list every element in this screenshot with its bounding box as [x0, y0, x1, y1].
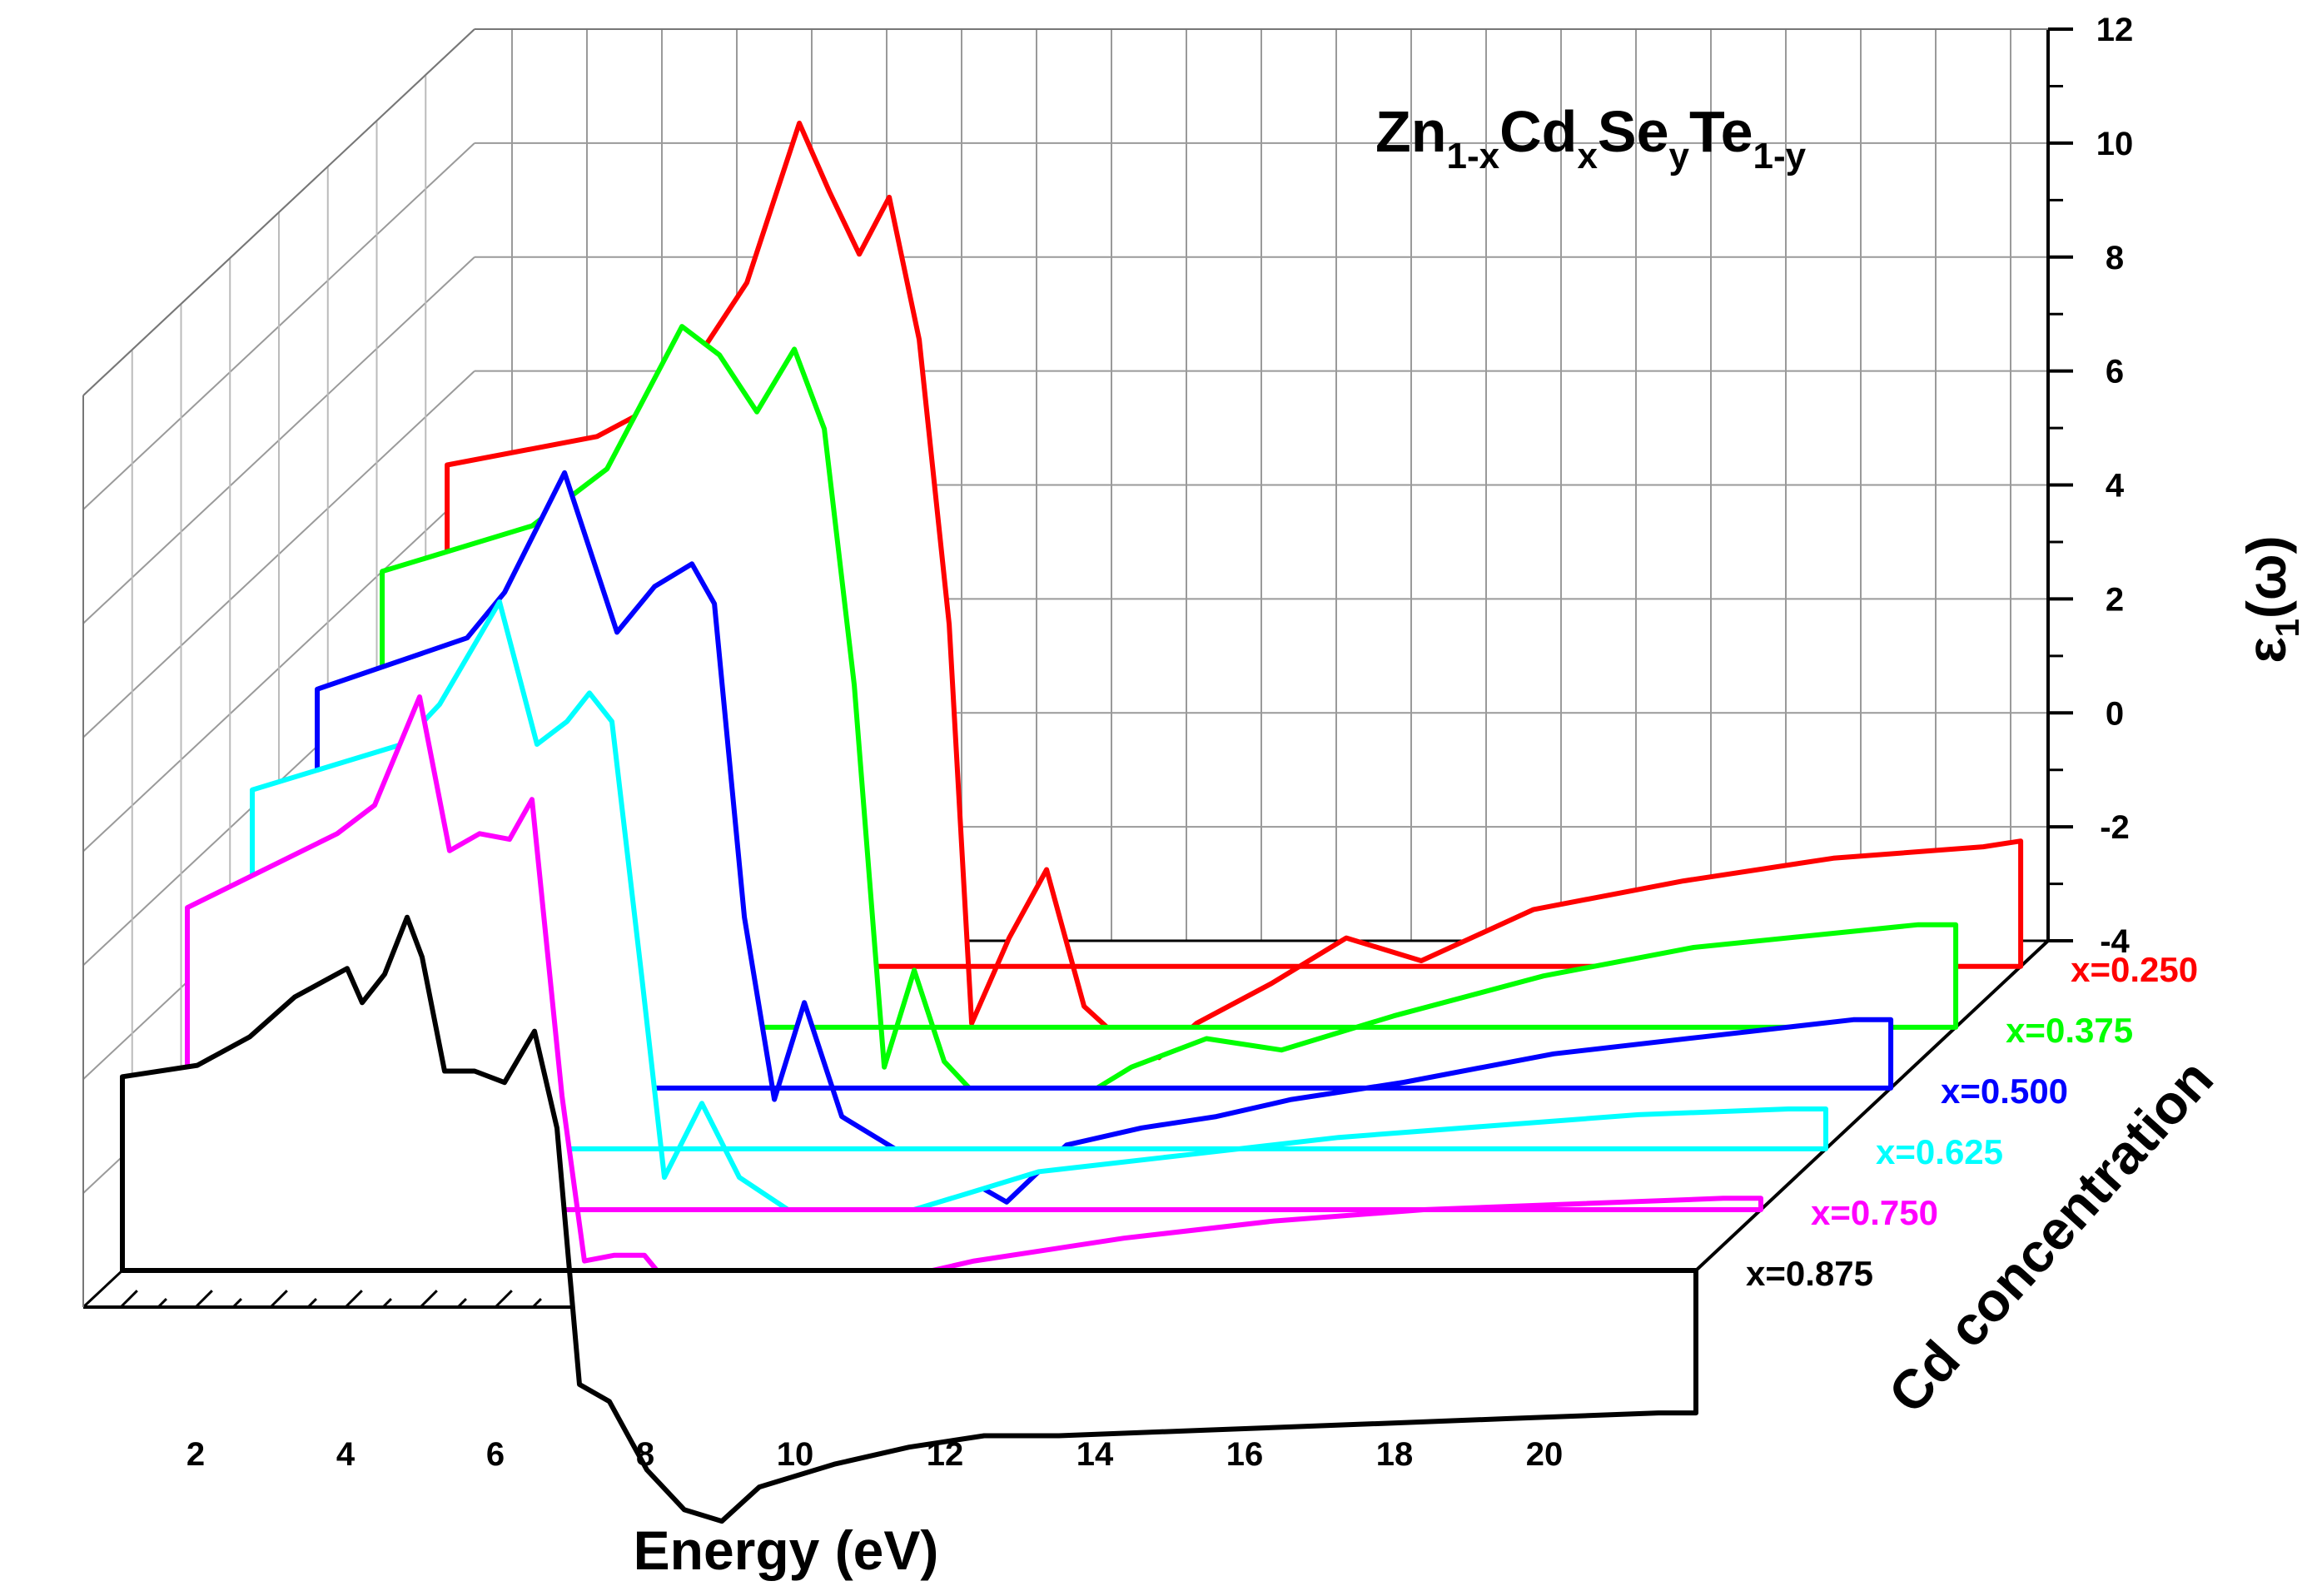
energy-tick — [381, 1298, 392, 1309]
side-top-edge — [82, 28, 475, 396]
y-tick-label: 8 — [2106, 240, 2124, 276]
energy-tick — [494, 1290, 513, 1309]
x-axis-title: Energy (eV) — [634, 1519, 939, 1581]
energy-tick — [119, 1290, 138, 1309]
energy-tick — [231, 1298, 242, 1309]
x-tick-label: 18 — [1376, 1436, 1414, 1473]
labels-layer: 2 4 6 8 10 12 14 16 18 20121086420-2-4x=0.250x=0.… — [186, 12, 2198, 1473]
energy-tick — [157, 1298, 167, 1309]
energy-tick — [419, 1290, 438, 1309]
x-tick-label: 4 — [336, 1436, 356, 1473]
x-tick-label: 12 — [927, 1436, 964, 1473]
series-label: x=0.250 — [2071, 950, 2198, 989]
series-label: x=0.750 — [1811, 1193, 1938, 1232]
series-label: x=0.875 — [1746, 1254, 1873, 1293]
energy-tick — [344, 1290, 363, 1309]
y-tick-label: 4 — [2106, 468, 2125, 505]
floor-right-edge — [1655, 939, 2050, 1309]
x-tick-label: 20 — [1526, 1436, 1564, 1473]
x-tick-label: 14 — [1076, 1436, 1114, 1473]
x-tick-label: 16 — [1226, 1436, 1264, 1473]
energy-tick — [531, 1298, 542, 1309]
series-label: x=0.625 — [1876, 1132, 2003, 1171]
x-tick-label: 6 — [486, 1436, 505, 1473]
y-tick-label: -4 — [2100, 923, 2130, 960]
y-tick-label: 10 — [2096, 126, 2134, 162]
energy-tick — [306, 1298, 317, 1309]
series-curve — [250, 599, 1829, 1243]
energy-tick — [456, 1298, 467, 1309]
x-tick-label: 2 — [186, 1436, 205, 1473]
chart-title: Zn1-xCdxSeyTe1-y — [1375, 99, 1807, 177]
y-axis-title: ε1(ω) — [2235, 535, 2306, 663]
energy-tick — [194, 1290, 213, 1309]
y-tick-label: 2 — [2106, 581, 2124, 618]
y-tick-label: 0 — [2106, 695, 2124, 732]
x-tick-label: 8 — [636, 1436, 654, 1473]
series-curve — [120, 914, 1698, 1524]
y-tick-label: 12 — [2096, 12, 2134, 48]
series-label: x=0.375 — [2006, 1011, 2133, 1050]
x-tick-label: 10 — [777, 1436, 814, 1473]
series-layer — [120, 120, 2024, 1524]
y-tick-label: -2 — [2100, 809, 2130, 846]
series-curve — [380, 324, 1959, 1150]
series-label: x=0.500 — [1941, 1071, 2068, 1111]
y-tick-label: 6 — [2106, 354, 2124, 390]
energy-tick — [269, 1290, 288, 1309]
